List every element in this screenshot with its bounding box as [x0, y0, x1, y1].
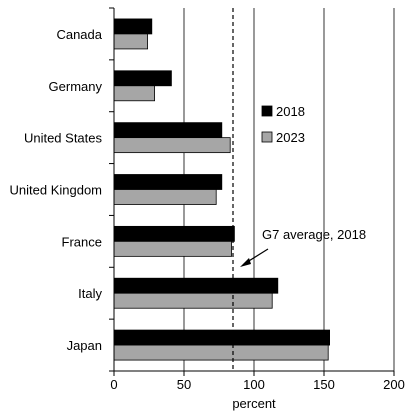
category-label: Japan	[67, 338, 102, 353]
legend-swatch-2023	[261, 131, 273, 143]
category-labels: Canada Germany United States United Kingdom…	[10, 27, 103, 353]
bar-2018-canada	[113, 18, 153, 35]
legend-swatch-2018	[261, 105, 273, 117]
bar-2018-germany	[113, 70, 172, 87]
legend: 2018 2023	[261, 104, 305, 145]
bar-2018-italy	[113, 277, 279, 294]
bar-2023-united-kingdom	[113, 189, 217, 205]
x-tick-label: 50	[177, 377, 191, 392]
legend-label-2023: 2023	[276, 130, 305, 145]
axes	[109, 7, 395, 376]
bar-2023-united-states	[113, 137, 231, 154]
bar-2023-france	[113, 240, 232, 257]
bar-2018-japan	[113, 329, 331, 346]
bar-2018-france	[113, 225, 235, 242]
annotation: G7 average, 2018	[240, 227, 366, 267]
category-label: United Kingdom	[10, 183, 103, 198]
x-tick-label: 0	[110, 377, 117, 392]
bar-2023-canada	[113, 33, 148, 50]
x-tick-label: 150	[313, 377, 335, 392]
bar-2023-italy	[113, 292, 273, 309]
bar-2023-japan	[113, 344, 329, 361]
category-label: Italy	[78, 286, 102, 301]
category-label: France	[62, 234, 102, 249]
bar-2018-united-kingdom	[113, 174, 223, 190]
bars	[113, 18, 331, 361]
category-label: Canada	[56, 27, 102, 42]
legend-label-2018: 2018	[276, 104, 305, 119]
category-label: Germany	[49, 79, 103, 94]
x-axis-title: percent	[232, 396, 276, 411]
x-tick-label: 100	[243, 377, 265, 392]
annotation-text: G7 average, 2018	[262, 227, 366, 242]
annotation-arrowhead	[240, 258, 251, 267]
category-label: United States	[24, 131, 103, 146]
tick-labels: 0 50 100 150 200	[110, 377, 404, 392]
bar-2023-germany	[113, 85, 155, 102]
bar-2018-united-states	[113, 122, 223, 139]
x-tick-label: 200	[383, 377, 405, 392]
